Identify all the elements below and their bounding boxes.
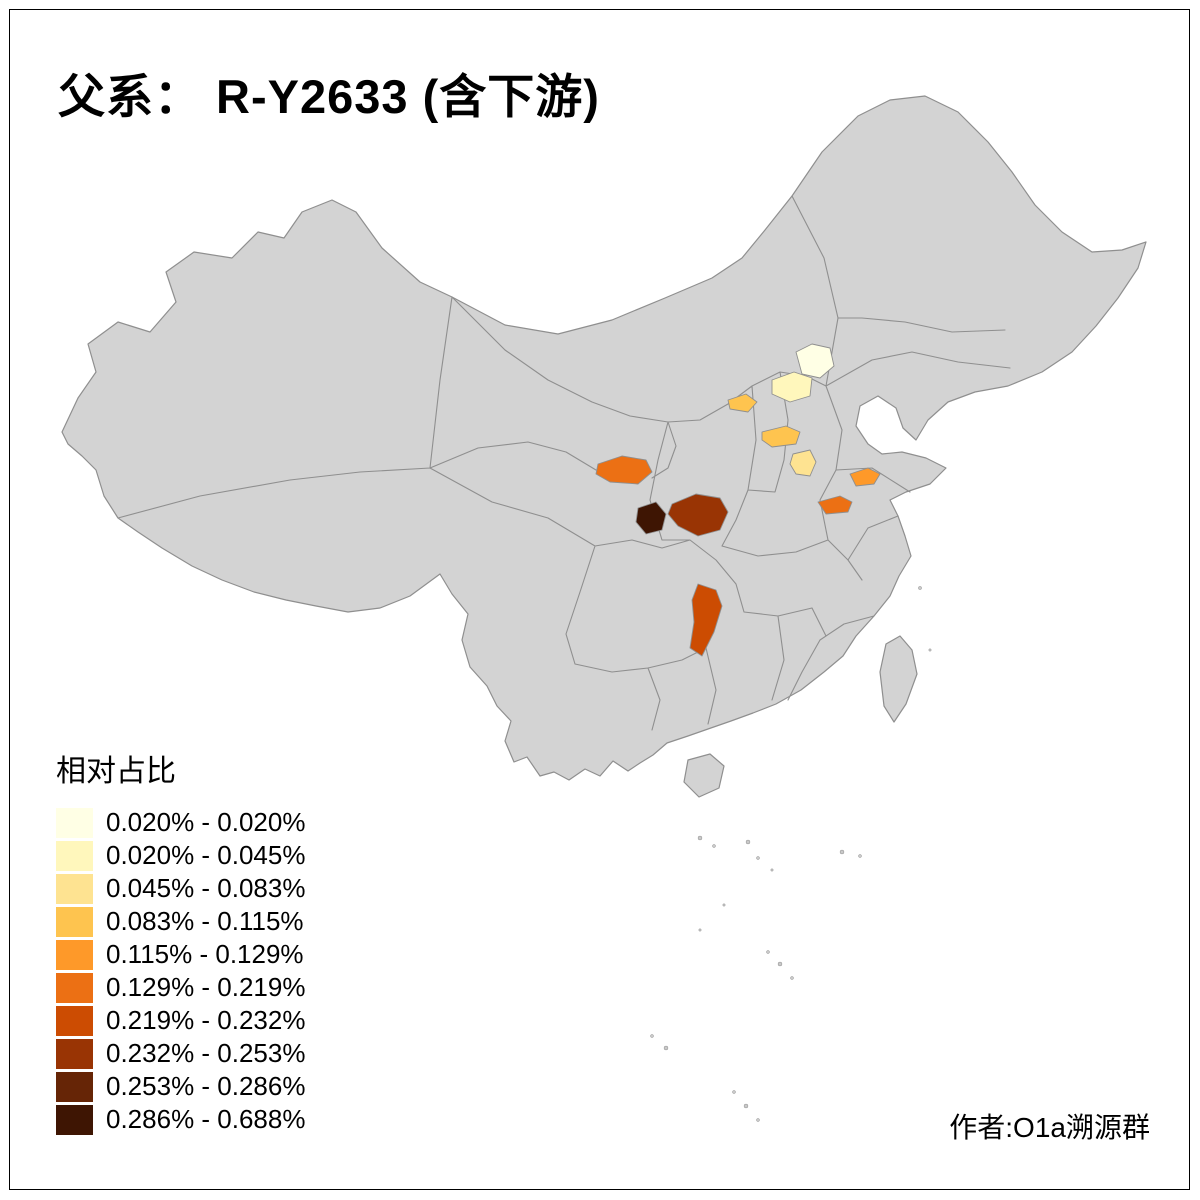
legend-item: 0.020% - 0.020% [56, 806, 305, 839]
legend-title: 相对占比 [56, 755, 176, 788]
legend-label: 0.232% - 0.253% [106, 1038, 306, 1068]
legend-item: 0.219% - 0.232% [56, 1004, 305, 1037]
legend-label: 0.253% - 0.286% [106, 1071, 306, 1101]
legend-swatch [56, 1005, 93, 1036]
south-china-sea-islands [650, 586, 932, 1122]
legend-label: 0.115% - 0.129% [106, 939, 304, 969]
map-region-r10 [667, 493, 729, 537]
legend-label: 0.020% - 0.045% [106, 840, 306, 870]
legend-swatch [56, 1104, 93, 1135]
legend-item: 0.286% - 0.688% [56, 1103, 305, 1136]
map-region-r4 [761, 425, 801, 448]
legend-label: 0.129% - 0.219% [106, 972, 306, 1002]
legend-swatch [56, 873, 93, 904]
legend-label: 0.286% - 0.688% [106, 1104, 306, 1134]
legend-item: 0.045% - 0.083% [56, 872, 305, 905]
map-region-r1 [795, 343, 835, 379]
legend-item: 0.115% - 0.129% [56, 938, 305, 971]
legend-item: 0.129% - 0.219% [56, 971, 305, 1004]
legend-swatch [56, 939, 93, 970]
mainland-landmass [61, 95, 1147, 781]
author-credit: 作者:O1a溯源群 [949, 1112, 1150, 1143]
legend-swatch [56, 972, 93, 1003]
legend-item: 0.083% - 0.115% [56, 905, 305, 938]
taiwan-island [879, 635, 918, 723]
map-region-r9 [635, 501, 667, 535]
legend-swatch [56, 807, 93, 838]
legend-label: 0.020% - 0.020% [106, 807, 306, 837]
legend-swatch [56, 840, 93, 871]
legend-label: 0.219% - 0.232% [106, 1005, 306, 1035]
legend-label: 0.045% - 0.083% [106, 873, 306, 903]
map-region-r6 [849, 467, 881, 487]
hainan-island [683, 753, 725, 798]
map-region-r8 [595, 455, 653, 485]
province-borders [117, 195, 1011, 731]
legend-label: 0.083% - 0.115% [106, 906, 304, 936]
legend-swatch [56, 906, 93, 937]
map-region-r11 [689, 583, 723, 657]
legend-item: 0.020% - 0.045% [56, 839, 305, 872]
legend: 相对占比 0.020% - 0.020% 0.020% - 0.045% 0.0… [56, 746, 305, 1136]
legend-swatch [56, 1071, 93, 1102]
map-region-r5 [789, 449, 817, 477]
map-region-r3 [727, 393, 758, 413]
map-region-r2 [771, 371, 813, 403]
legend-item: 0.253% - 0.286% [56, 1070, 305, 1103]
map-region-r7 [817, 495, 853, 515]
figure-title: 父系： R-Y2633 (含下游) [58, 70, 600, 123]
legend-item: 0.232% - 0.253% [56, 1037, 305, 1070]
legend-swatch [56, 1038, 93, 1069]
